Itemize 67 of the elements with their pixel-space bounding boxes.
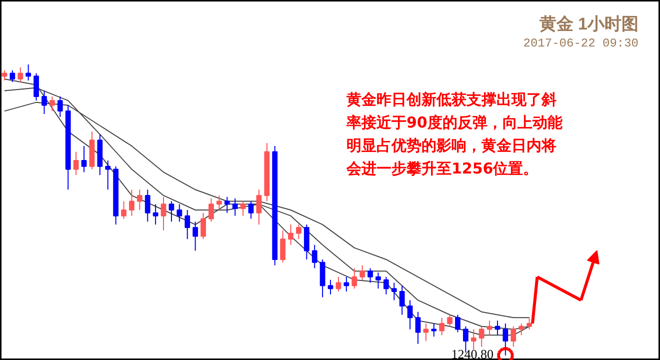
- text: 2017-06-22 09:30: [523, 36, 638, 50]
- candlestick: [352, 268, 358, 290]
- text: 黄金 1小时图: [538, 14, 639, 34]
- candlestick: [478, 326, 484, 348]
- candlestick: [304, 224, 310, 260]
- candlestick: [470, 328, 476, 350]
- candlestick: [391, 282, 397, 301]
- candlestick: [399, 285, 405, 316]
- candlestick: [336, 276, 342, 292]
- candlestick: [439, 317, 445, 336]
- candlestick: [502, 322, 508, 356]
- candlestick: [34, 72, 39, 102]
- candlestick: [160, 196, 166, 231]
- candlestick: [344, 276, 350, 292]
- candlestick: [494, 320, 500, 336]
- candlestick: [423, 322, 429, 342]
- candlestick: [328, 279, 334, 295]
- candlestick: [486, 320, 492, 336]
- candlestick: [280, 230, 286, 263]
- candlestick: [184, 210, 190, 240]
- candlestick: [376, 272, 381, 290]
- candlestick: [26, 64, 32, 82]
- candlestick: [81, 145, 87, 173]
- candlestick: [168, 200, 174, 222]
- candlestick: [105, 160, 111, 190]
- candlestick: [447, 314, 452, 327]
- candlestick: [50, 96, 55, 112]
- candlestick: [383, 276, 389, 295]
- candlestick: [256, 189, 262, 226]
- candlestick: [510, 326, 516, 348]
- candlestick: [368, 268, 373, 284]
- annotation: 会进一步攀升至1256位置。: [346, 160, 538, 178]
- candlestick: [200, 212, 206, 240]
- candlestick: [431, 322, 437, 338]
- candlestick: [2, 70, 8, 82]
- candlestick: [248, 200, 254, 220]
- candlestick: [152, 204, 158, 226]
- candlestick: [129, 189, 134, 216]
- candlestick: [296, 224, 302, 240]
- candlestick: [518, 322, 524, 336]
- annotation: 黄金昨日创新低获支撑出现了斜: [346, 90, 556, 108]
- candlestick: [312, 244, 318, 269]
- candlestick: [10, 70, 16, 82]
- annotation: 明显占优势的影响，黄金日内将: [346, 136, 556, 154]
- candlestick: [73, 151, 79, 176]
- candlestick: [320, 258, 326, 298]
- candlestick: [360, 264, 365, 280]
- candlestick: [455, 314, 460, 333]
- candlestick: [18, 66, 24, 82]
- candlestick: [42, 90, 47, 114]
- candlestick: [121, 200, 126, 220]
- candlestick: [224, 196, 230, 214]
- candlestick: [415, 311, 421, 344]
- candlestick: [136, 189, 142, 210]
- candlestick: [57, 96, 63, 118]
- candlestick: [288, 224, 294, 246]
- candlestick: [176, 204, 182, 222]
- candlestick: [144, 189, 150, 222]
- annotation: 1240.80: [451, 346, 494, 360]
- candlestick: [232, 198, 238, 216]
- candlestick: [240, 200, 246, 216]
- candlestick: [216, 194, 222, 210]
- candlestick: [192, 221, 198, 252]
- annotation: 率接近于90度的反弹，向上动能: [346, 114, 564, 132]
- candlestick: [407, 300, 413, 330]
- candlestick: [208, 198, 214, 222]
- candlestick: [526, 317, 532, 330]
